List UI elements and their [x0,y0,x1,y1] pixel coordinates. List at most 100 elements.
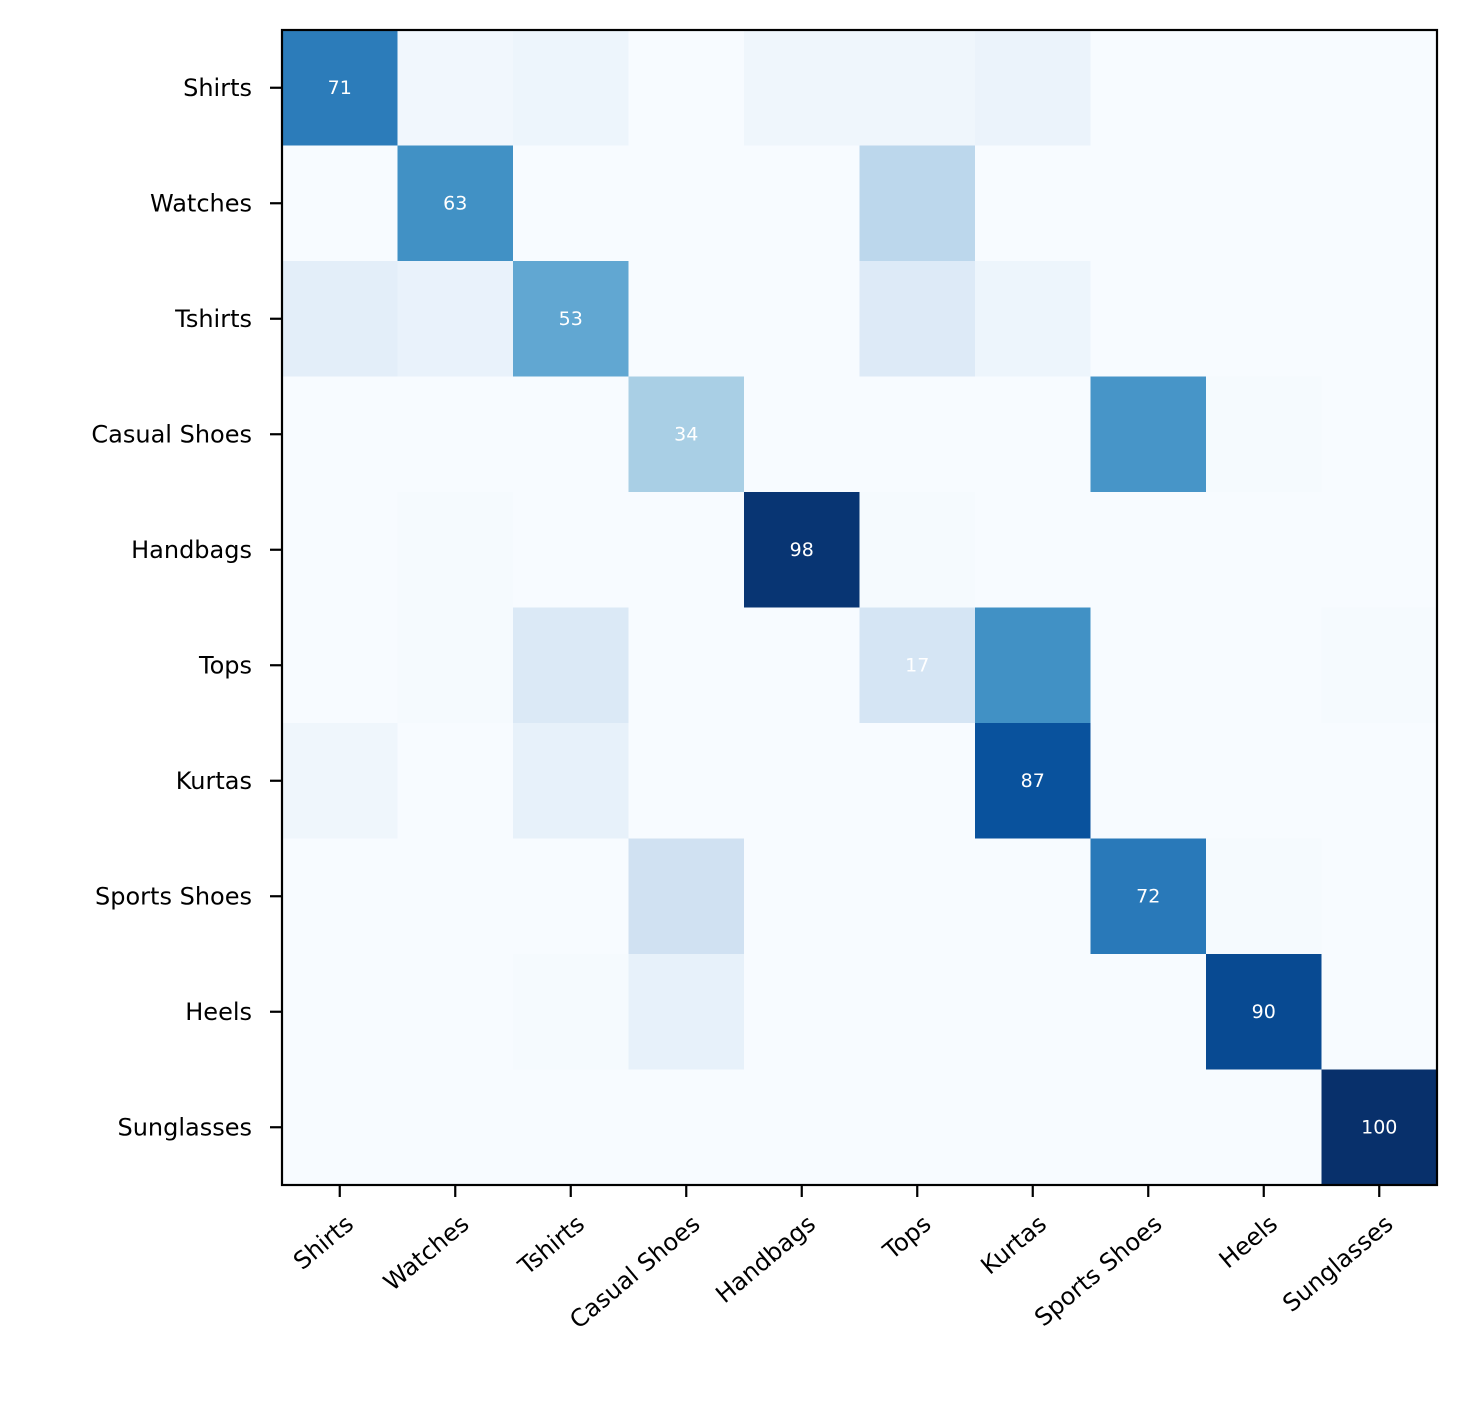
cell-sunglasses-tshirts [513,1069,630,1186]
cell-watches-kurtas [975,145,1092,262]
cell-heels-casual-shoes [628,954,745,1071]
cell-value-label: 90 [1252,1001,1276,1023]
cell-watches-shirts [282,145,399,262]
cell-tshirts-casual-shoes [628,261,745,378]
cell-sunglasses-sunglasses [1321,1069,1438,1186]
cell-shirts-shirts [282,30,399,147]
heatmap-cell-labels: 71 63 53 34 98 17 87 72 90 100 [328,77,1398,1139]
x-tick-label: Tops [877,1210,936,1266]
cell-tops-tops [859,607,976,724]
x-tick-label: Tshirts [512,1210,590,1281]
cell-handbags-sports-shoes [1090,492,1207,609]
cell-sports-shoes-heels [1206,838,1323,955]
cell-value-label: 100 [1361,1116,1397,1138]
cell-casual-shoes-watches [397,376,514,493]
cell-shirts-heels [1206,30,1323,147]
cell-tshirts-shirts [282,261,399,378]
cell-shirts-casual-shoes [628,30,745,147]
cell-handbags-heels [1206,492,1323,609]
cell-tshirts-watches [397,261,514,378]
cell-casual-shoes-heels [1206,376,1323,493]
cell-casual-shoes-shirts [282,376,399,493]
cell-sports-shoes-sunglasses [1321,838,1438,955]
cell-value-label: 53 [559,308,583,330]
cell-sunglasses-shirts [282,1069,399,1186]
cell-tops-sunglasses [1321,607,1438,724]
cell-watches-casual-shoes [628,145,745,262]
cell-handbags-handbags [744,492,861,609]
cell-kurtas-tops [859,723,976,840]
cell-kurtas-sunglasses [1321,723,1438,840]
cell-value-label: 71 [328,77,352,99]
cell-shirts-tshirts [513,30,630,147]
cell-shirts-watches [397,30,514,147]
cell-tops-tshirts [513,607,630,724]
cell-value-label: 98 [790,539,814,561]
y-tick-label: Tshirts [174,305,252,333]
cell-casual-shoes-handbags [744,376,861,493]
cell-shirts-kurtas [975,30,1092,147]
y-tick-label: Kurtas [176,767,252,795]
cell-sunglasses-tops [859,1069,976,1186]
cell-casual-shoes-casual-shoes [628,376,745,493]
cell-handbags-shirts [282,492,399,609]
x-tick-label: Watches [378,1210,474,1297]
cell-tops-kurtas [975,607,1092,724]
cell-value-label: 63 [443,192,467,214]
y-tick-label: Shirts [183,74,252,102]
cell-tops-sports-shoes [1090,607,1207,724]
cell-tops-shirts [282,607,399,724]
cell-sunglasses-watches [397,1069,514,1186]
y-tick-label: Watches [150,189,252,217]
cell-handbags-tshirts [513,492,630,609]
y-axis: Shirts Watches Tshirts Casual Shoes Handbags… [91,74,282,1141]
cell-heels-shirts [282,954,399,1071]
x-tick-label: Kurtas [976,1210,1052,1280]
cell-sunglasses-casual-shoes [628,1069,745,1186]
y-tick-label: Handbags [131,536,252,564]
cell-handbags-tops [859,492,976,609]
cell-heels-sunglasses [1321,954,1438,1071]
cell-sports-shoes-tops [859,838,976,955]
cell-sunglasses-handbags [744,1069,861,1186]
cell-shirts-handbags [744,30,861,147]
x-tick-label: Sunglasses [1277,1210,1398,1318]
cell-kurtas-casual-shoes [628,723,745,840]
cell-heels-tshirts [513,954,630,1071]
cell-sunglasses-heels [1206,1069,1323,1186]
cell-heels-heels [1206,954,1323,1071]
cell-kurtas-handbags [744,723,861,840]
cell-kurtas-shirts [282,723,399,840]
cell-heels-watches [397,954,514,1071]
cell-handbags-kurtas [975,492,1092,609]
x-tick-label: Shirts [288,1210,359,1276]
cell-casual-shoes-sports-shoes [1090,376,1207,493]
cell-value-label: 72 [1136,885,1160,907]
y-tick-label: Heels [185,998,252,1026]
cell-heels-kurtas [975,954,1092,1071]
cell-tops-heels [1206,607,1323,724]
cell-casual-shoes-kurtas [975,376,1092,493]
cell-heels-tops [859,954,976,1071]
cell-value-label: 87 [1021,770,1045,792]
cell-sports-shoes-casual-shoes [628,838,745,955]
cell-sunglasses-sports-shoes [1090,1069,1207,1186]
cell-watches-heels [1206,145,1323,262]
cell-tops-casual-shoes [628,607,745,724]
heatmap-cells [282,30,1438,1186]
cell-casual-shoes-tops [859,376,976,493]
cell-tshirts-kurtas [975,261,1092,378]
cell-value-label: 34 [674,423,698,445]
cell-sports-shoes-handbags [744,838,861,955]
cell-casual-shoes-tshirts [513,376,630,493]
cell-watches-sunglasses [1321,145,1438,262]
cell-watches-handbags [744,145,861,262]
cell-value-label: 17 [905,654,929,676]
cell-shirts-sunglasses [1321,30,1438,147]
cell-tshirts-sunglasses [1321,261,1438,378]
cell-watches-tops [859,145,976,262]
cell-kurtas-watches [397,723,514,840]
cell-sports-shoes-kurtas [975,838,1092,955]
